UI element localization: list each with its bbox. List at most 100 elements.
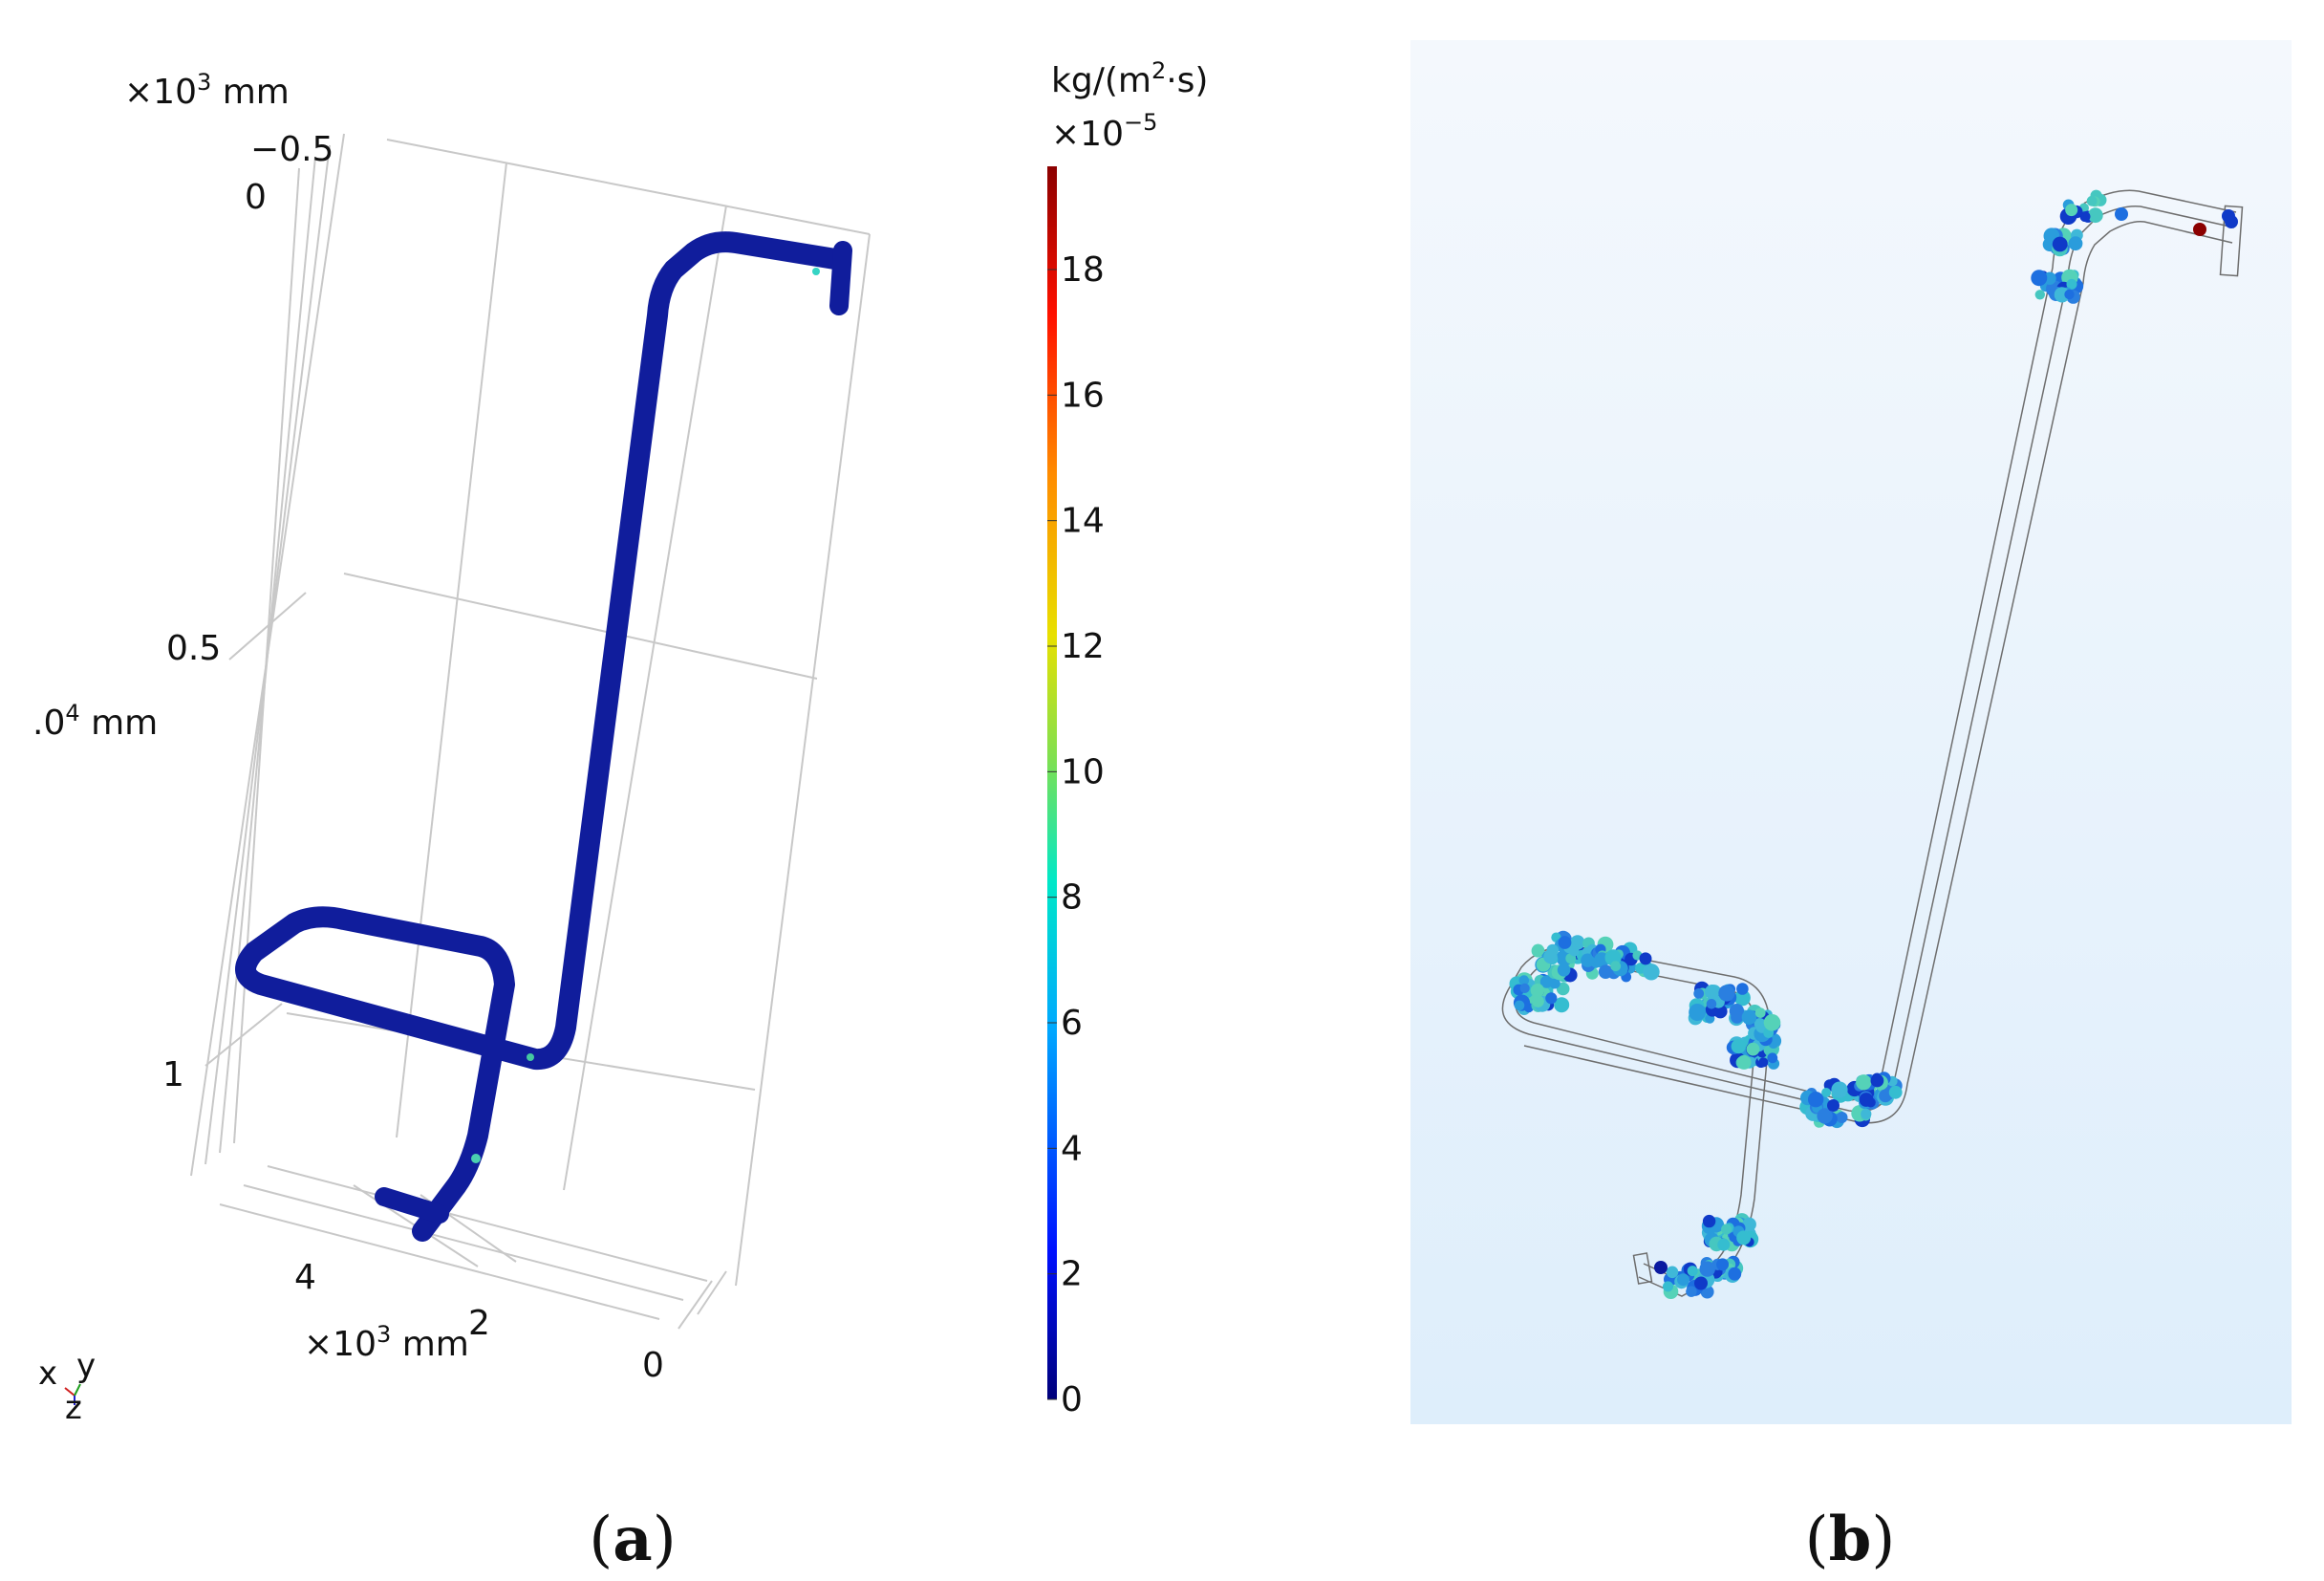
particle (2079, 211, 2091, 223)
particle (1702, 1214, 1716, 1228)
particle (1706, 999, 1717, 1009)
pipe-body (235, 231, 851, 1242)
particle (1689, 1004, 1707, 1021)
bottom-tick: 2 (468, 1304, 490, 1343)
particle (2052, 236, 2068, 252)
triad-y: y (76, 1347, 96, 1385)
panel-a: ×103 mm .04 mm ×103 mm −0.5 0 0.5 1 4 2 … (32, 69, 871, 1575)
hotspot (471, 1154, 481, 1163)
particle (1643, 964, 1660, 981)
particle (1836, 1112, 1848, 1123)
pipe-end-top (829, 241, 852, 315)
panel-b-background (1410, 40, 2292, 1424)
particle (2066, 278, 2077, 290)
particle (1856, 1074, 1872, 1091)
panel-b: (b) (1410, 40, 2292, 1575)
particle (1746, 1042, 1760, 1056)
colorbar-tick-label: 4 (1061, 1129, 1083, 1168)
particle (1870, 1073, 1884, 1088)
caption-a: (a) (589, 1504, 676, 1575)
particle (1731, 1010, 1744, 1024)
colorbar-scale: ×10−5 (1051, 109, 1157, 154)
particle (1861, 1108, 1872, 1119)
particle (2068, 236, 2083, 251)
pipe-3d (235, 231, 852, 1242)
particle (1888, 1085, 1903, 1099)
particle (1767, 1052, 1778, 1064)
particle (2034, 290, 2045, 300)
vertical-tick: 1 (162, 1055, 184, 1094)
particle (1693, 988, 1705, 999)
pipe-end-left (375, 1187, 449, 1224)
particle (1543, 949, 1558, 964)
particle (1557, 964, 1571, 977)
axis-scale-top: ×103 mm (124, 69, 290, 112)
particle (1558, 936, 1572, 949)
particle (1718, 985, 1735, 1002)
particle (1736, 1230, 1752, 1245)
particle (2086, 195, 2098, 206)
axis-scale-bottom: ×103 mm (304, 1321, 469, 1364)
colorbar-tick-label: 16 (1061, 376, 1105, 415)
triad-z: z (65, 1389, 82, 1427)
particle (1821, 1088, 1832, 1097)
particle (1554, 997, 1570, 1013)
particle (1532, 995, 1544, 1007)
particle (1754, 1007, 1766, 1018)
particle (2115, 207, 2128, 221)
particle (1654, 1261, 1668, 1274)
particle (2064, 289, 2075, 300)
particle (1728, 1267, 1742, 1281)
particle (1717, 1238, 1731, 1251)
colorbar-tick-label: 2 (1061, 1255, 1083, 1294)
vertical-tick: 0.5 (166, 629, 221, 668)
particle (1666, 1266, 1679, 1279)
particle (1569, 946, 1580, 957)
particle (1736, 1054, 1752, 1070)
particle (1817, 1108, 1833, 1124)
particle (1808, 1092, 1824, 1108)
particle (1598, 964, 1613, 979)
vertical-tick: 0 (245, 178, 267, 217)
particle (1733, 989, 1751, 1007)
particle (2087, 207, 2103, 224)
colorbar-tick-label: 18 (1061, 250, 1105, 290)
particle (1716, 1258, 1730, 1271)
colorbar-tick-label: 12 (1061, 627, 1105, 666)
colorbar-tick-label: 8 (1061, 878, 1083, 918)
particle (1741, 1009, 1757, 1025)
particle (1687, 1266, 1698, 1277)
particle (1686, 1286, 1697, 1297)
hotspot (812, 268, 820, 275)
colorbar-ticks: 18 16 14 12 10 8 6 4 2 0 (1047, 250, 1105, 1419)
grid-lines (190, 133, 871, 1330)
tick-top: −0.5 (250, 130, 334, 169)
particle (1532, 943, 1544, 957)
colorbar: kg/(m2·s) ×10−5 18 16 14 12 10 8 6 4 2 0 (1047, 57, 1208, 1419)
colorbar-unit: kg/(m2·s) (1051, 57, 1208, 100)
particle (1545, 992, 1558, 1005)
particle (1831, 1081, 1848, 1098)
particle (1731, 1039, 1746, 1054)
particle (2193, 223, 2206, 236)
particle (1742, 1217, 1756, 1232)
colorbar-tick-label: 10 (1061, 752, 1105, 791)
particle (1699, 1261, 1715, 1277)
hotspot (527, 1053, 534, 1061)
particle (2065, 204, 2078, 217)
colorbar-gradient (1047, 166, 1057, 1399)
particle (1758, 1057, 1769, 1068)
particle (1663, 1281, 1673, 1292)
axis-triad: x y z (38, 1347, 96, 1427)
particle (2225, 215, 2238, 228)
particle (1677, 1273, 1689, 1287)
particle (1518, 975, 1530, 985)
particle (1519, 983, 1530, 993)
colorbar-tick-label: 6 (1061, 1004, 1083, 1043)
particle (1705, 985, 1720, 1000)
particle (1610, 961, 1622, 972)
triad-x: x (38, 1354, 57, 1393)
particles (1509, 189, 2238, 1299)
particle (1556, 982, 1570, 996)
